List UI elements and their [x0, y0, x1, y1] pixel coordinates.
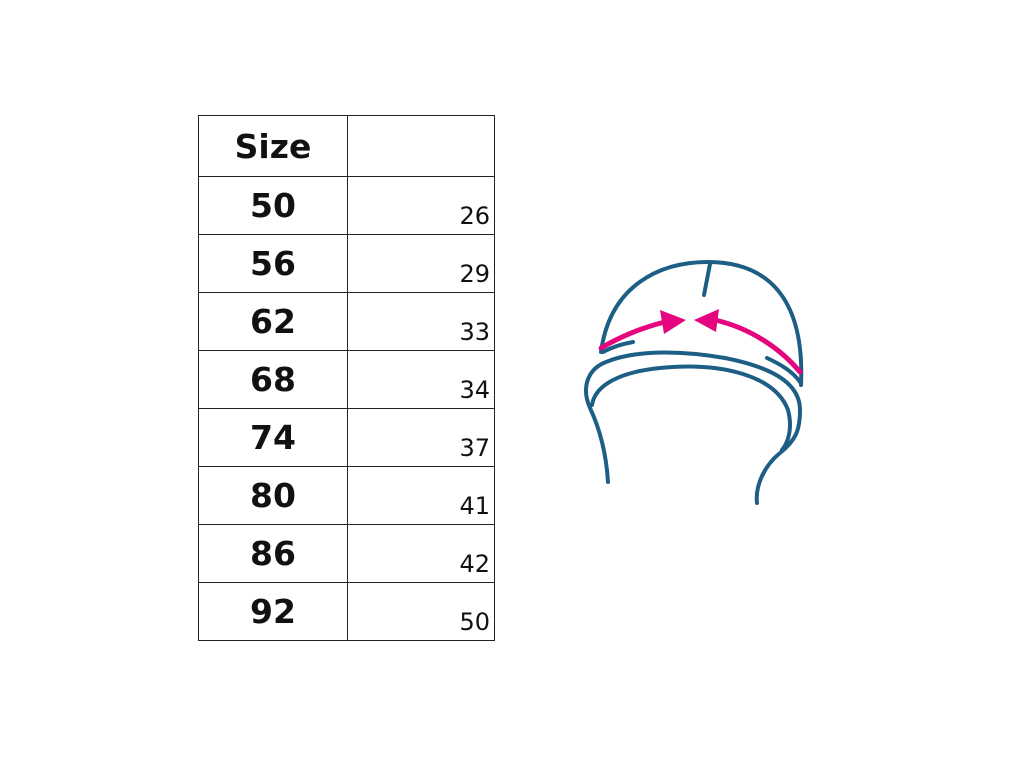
hat-fold-right [765, 356, 802, 384]
value-cell: 42 [347, 524, 495, 583]
hat-brim-inner [590, 364, 792, 452]
size-cell: 56 [198, 234, 348, 293]
size-cell: 74 [198, 408, 348, 467]
value-cell: 37 [347, 408, 495, 467]
hat-dome [599, 259, 804, 387]
arrow-right-line [712, 317, 803, 375]
table-row: 80 41 [198, 466, 495, 525]
table-row: 86 42 [198, 524, 495, 583]
table-row: 92 50 [198, 582, 495, 641]
arrow-left-head [660, 310, 686, 334]
table-row: 56 29 [198, 234, 495, 293]
value-cell: 34 [347, 350, 495, 409]
value-cell: 29 [347, 234, 495, 293]
size-cell: 92 [198, 582, 348, 641]
value-cell: 33 [347, 292, 495, 351]
arrow-left-line [598, 319, 668, 351]
header-value [347, 115, 495, 177]
table-row: 68 34 [198, 350, 495, 409]
hat-seam [702, 262, 712, 297]
value-cell: 41 [347, 466, 495, 525]
table-row: 62 33 [198, 292, 495, 351]
measurement-arrows [598, 309, 803, 375]
header-size: Size [198, 115, 348, 177]
value-cell: 26 [347, 176, 495, 235]
table-row: 74 37 [198, 408, 495, 467]
size-cell: 80 [198, 466, 348, 525]
hat-fold-left [601, 340, 635, 354]
table-header-row: Size [198, 115, 495, 177]
hat-brim-outer [584, 350, 803, 505]
arrow-right-head [694, 309, 719, 332]
size-cell: 62 [198, 292, 348, 351]
value-cell: 50 [347, 582, 495, 641]
size-cell: 68 [198, 350, 348, 409]
size-table: Size 50 26 56 29 62 33 68 34 74 37 80 41 86 42 … [198, 115, 495, 641]
